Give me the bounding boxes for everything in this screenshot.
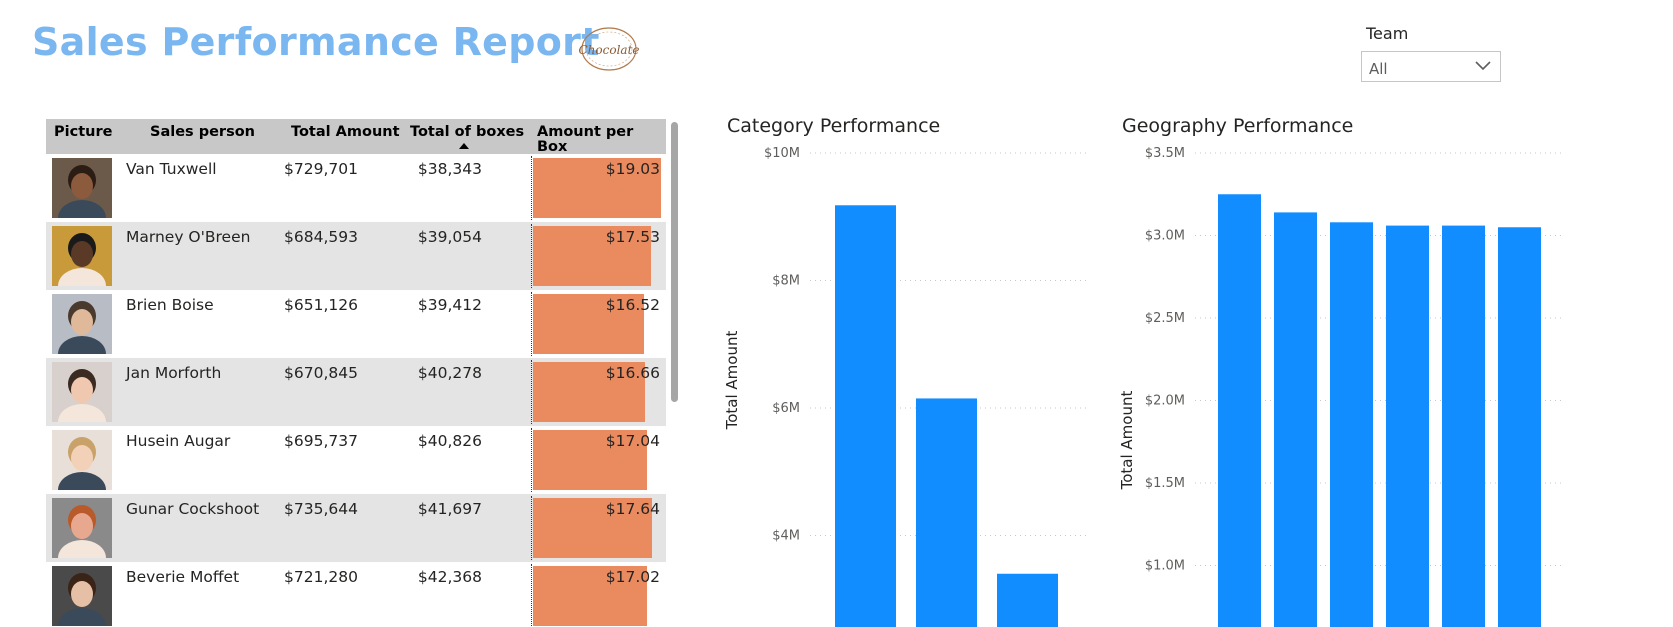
amount-per-box-bar	[533, 158, 661, 218]
salesperson-name: Brien Boise	[126, 296, 214, 314]
amount-per-box-value: $16.66	[605, 364, 660, 382]
y-tick-label: $10M	[764, 146, 800, 161]
amount-per-box-value: $17.04	[605, 432, 660, 450]
svg-text:Chocolate: Chocolate	[579, 43, 640, 57]
total-amount-value: $735,644	[284, 500, 358, 518]
sort-ascending-icon	[459, 143, 469, 149]
y-tick-label: $1.0M	[1145, 559, 1185, 574]
table-row[interactable]: Husein Augar $695,737 $40,826 $17.04	[46, 426, 666, 494]
y-tick-label: $2.5M	[1145, 311, 1185, 326]
amount-per-box-bar	[533, 566, 647, 626]
salesperson-name: Gunar Cockshoot	[126, 500, 260, 518]
y-tick-label: $3.0M	[1145, 229, 1185, 244]
table-row[interactable]: Marney O'Breen $684,593 $39,054 $17.53	[46, 222, 666, 290]
chart-bar[interactable]	[1386, 225, 1429, 627]
table-row[interactable]: Beverie Moffet $721,280 $42,368 $17.02	[46, 562, 666, 627]
team-dropdown[interactable]: All	[1361, 51, 1501, 82]
y-tick-label: $1.5M	[1145, 476, 1185, 491]
y-tick-label: $3.5M	[1145, 146, 1185, 161]
salesperson-photo	[52, 566, 112, 626]
total-boxes-value: $40,278	[417, 364, 482, 382]
category-performance-chart: $10M $8M $6M $4M Total Amount	[723, 146, 1090, 627]
amount-per-box-bar	[533, 430, 647, 490]
total-boxes-value: $39,054	[417, 228, 482, 246]
salesperson-photo	[52, 362, 112, 422]
total-boxes-value: $42,368	[417, 568, 482, 586]
salesperson-name: Jan Morforth	[126, 364, 222, 382]
amount-per-box-value: $16.52	[605, 296, 660, 314]
amount-per-box-cell: $17.04	[531, 428, 666, 492]
total-boxes-value: $41,697	[417, 500, 482, 518]
table-row[interactable]: Van Tuxwell $729,701 $38,343 $19.03	[46, 154, 666, 222]
total-amount-value: $684,593	[284, 228, 358, 246]
amount-per-box-value: $17.64	[605, 500, 660, 518]
geography-performance-chart: $3.5M $3.0M $2.5M $2.0M $1.5M $1.0M Total Amou…	[1118, 146, 1565, 627]
chart-bar[interactable]	[997, 573, 1058, 627]
table-header: Picture Sales person Total Amount Total …	[46, 119, 666, 155]
column-header-total-boxes[interactable]: Total of boxes	[410, 124, 525, 140]
column-header-picture[interactable]: Picture	[54, 124, 113, 140]
y-tick-label: $6M	[772, 401, 800, 416]
salesperson-name: Marney O'Breen	[126, 228, 251, 246]
total-boxes-value: $38,343	[417, 160, 482, 178]
salesperson-name: Beverie Moffet	[126, 568, 240, 586]
y-axis-title: Total Amount	[1118, 391, 1136, 491]
chart-bar[interactable]	[835, 205, 896, 627]
table-scrollbar[interactable]	[671, 122, 678, 402]
y-axis-title: Total Amount	[723, 331, 741, 431]
y-tick-label: $4M	[772, 529, 800, 544]
salesperson-photo	[52, 158, 112, 218]
salesperson-photo	[52, 498, 112, 558]
amount-per-box-cell: $17.64	[531, 496, 666, 560]
amount-per-box-cell: $17.53	[531, 224, 666, 288]
chevron-down-icon	[1475, 61, 1491, 71]
amount-per-box-bar	[533, 294, 644, 354]
table-row[interactable]: Gunar Cockshoot $735,644 $41,697 $17.64	[46, 494, 666, 562]
chocolate-logo: Chocolate	[579, 27, 640, 71]
total-boxes-value: $40,826	[417, 432, 482, 450]
chart-bar[interactable]	[1442, 225, 1485, 627]
amount-per-box-bar	[533, 362, 645, 422]
amount-per-box-bar	[533, 226, 651, 286]
amount-per-box-value: $17.53	[605, 228, 660, 246]
amount-per-box-cell: $16.66	[531, 360, 666, 424]
team-selected-value: All	[1369, 60, 1388, 78]
salesperson-name: Van Tuxwell	[126, 160, 217, 178]
amount-per-box-bar	[533, 498, 652, 558]
chart-bar[interactable]	[1218, 194, 1261, 627]
y-tick-label: $2.0M	[1145, 394, 1185, 409]
total-amount-value: $695,737	[284, 432, 358, 450]
amount-per-box-value: $19.03	[605, 160, 660, 178]
sales-table: Picture Sales person Total Amount Total …	[46, 119, 666, 627]
salesperson-photo	[52, 226, 112, 286]
column-header-amount-per-box[interactable]: Amount per Box	[537, 124, 634, 155]
total-amount-value: $651,126	[284, 296, 358, 314]
column-header-total-amount[interactable]: Total Amount	[291, 124, 400, 140]
total-amount-value: $729,701	[284, 160, 358, 178]
salesperson-name: Husein Augar	[126, 432, 231, 450]
amount-per-box-cell: $19.03	[531, 156, 666, 220]
chart-bar[interactable]	[1330, 222, 1373, 627]
column-header-sales-person[interactable]: Sales person	[150, 124, 255, 140]
table-row[interactable]: Jan Morforth $670,845 $40,278 $16.66	[46, 358, 666, 426]
geography-chart-title: Geography Performance	[1122, 115, 1354, 137]
salesperson-photo	[52, 294, 112, 354]
total-amount-value: $670,845	[284, 364, 358, 382]
amount-per-box-cell: $16.52	[531, 292, 666, 356]
total-boxes-value: $39,412	[417, 296, 482, 314]
chart-bar[interactable]	[1498, 227, 1541, 627]
amount-per-box-cell: $17.02	[531, 564, 666, 627]
amount-per-box-value: $17.02	[605, 568, 660, 586]
table-row[interactable]: Brien Boise $651,126 $39,412 $16.52	[46, 290, 666, 358]
team-filter-label: Team	[1366, 24, 1409, 43]
salesperson-photo	[52, 430, 112, 490]
total-amount-value: $721,280	[284, 568, 358, 586]
chart-bar[interactable]	[1274, 212, 1317, 627]
y-tick-label: $8M	[772, 274, 800, 289]
category-chart-title: Category Performance	[727, 115, 941, 137]
report-title: Sales Performance Report	[32, 20, 600, 64]
chart-bar[interactable]	[916, 398, 977, 627]
